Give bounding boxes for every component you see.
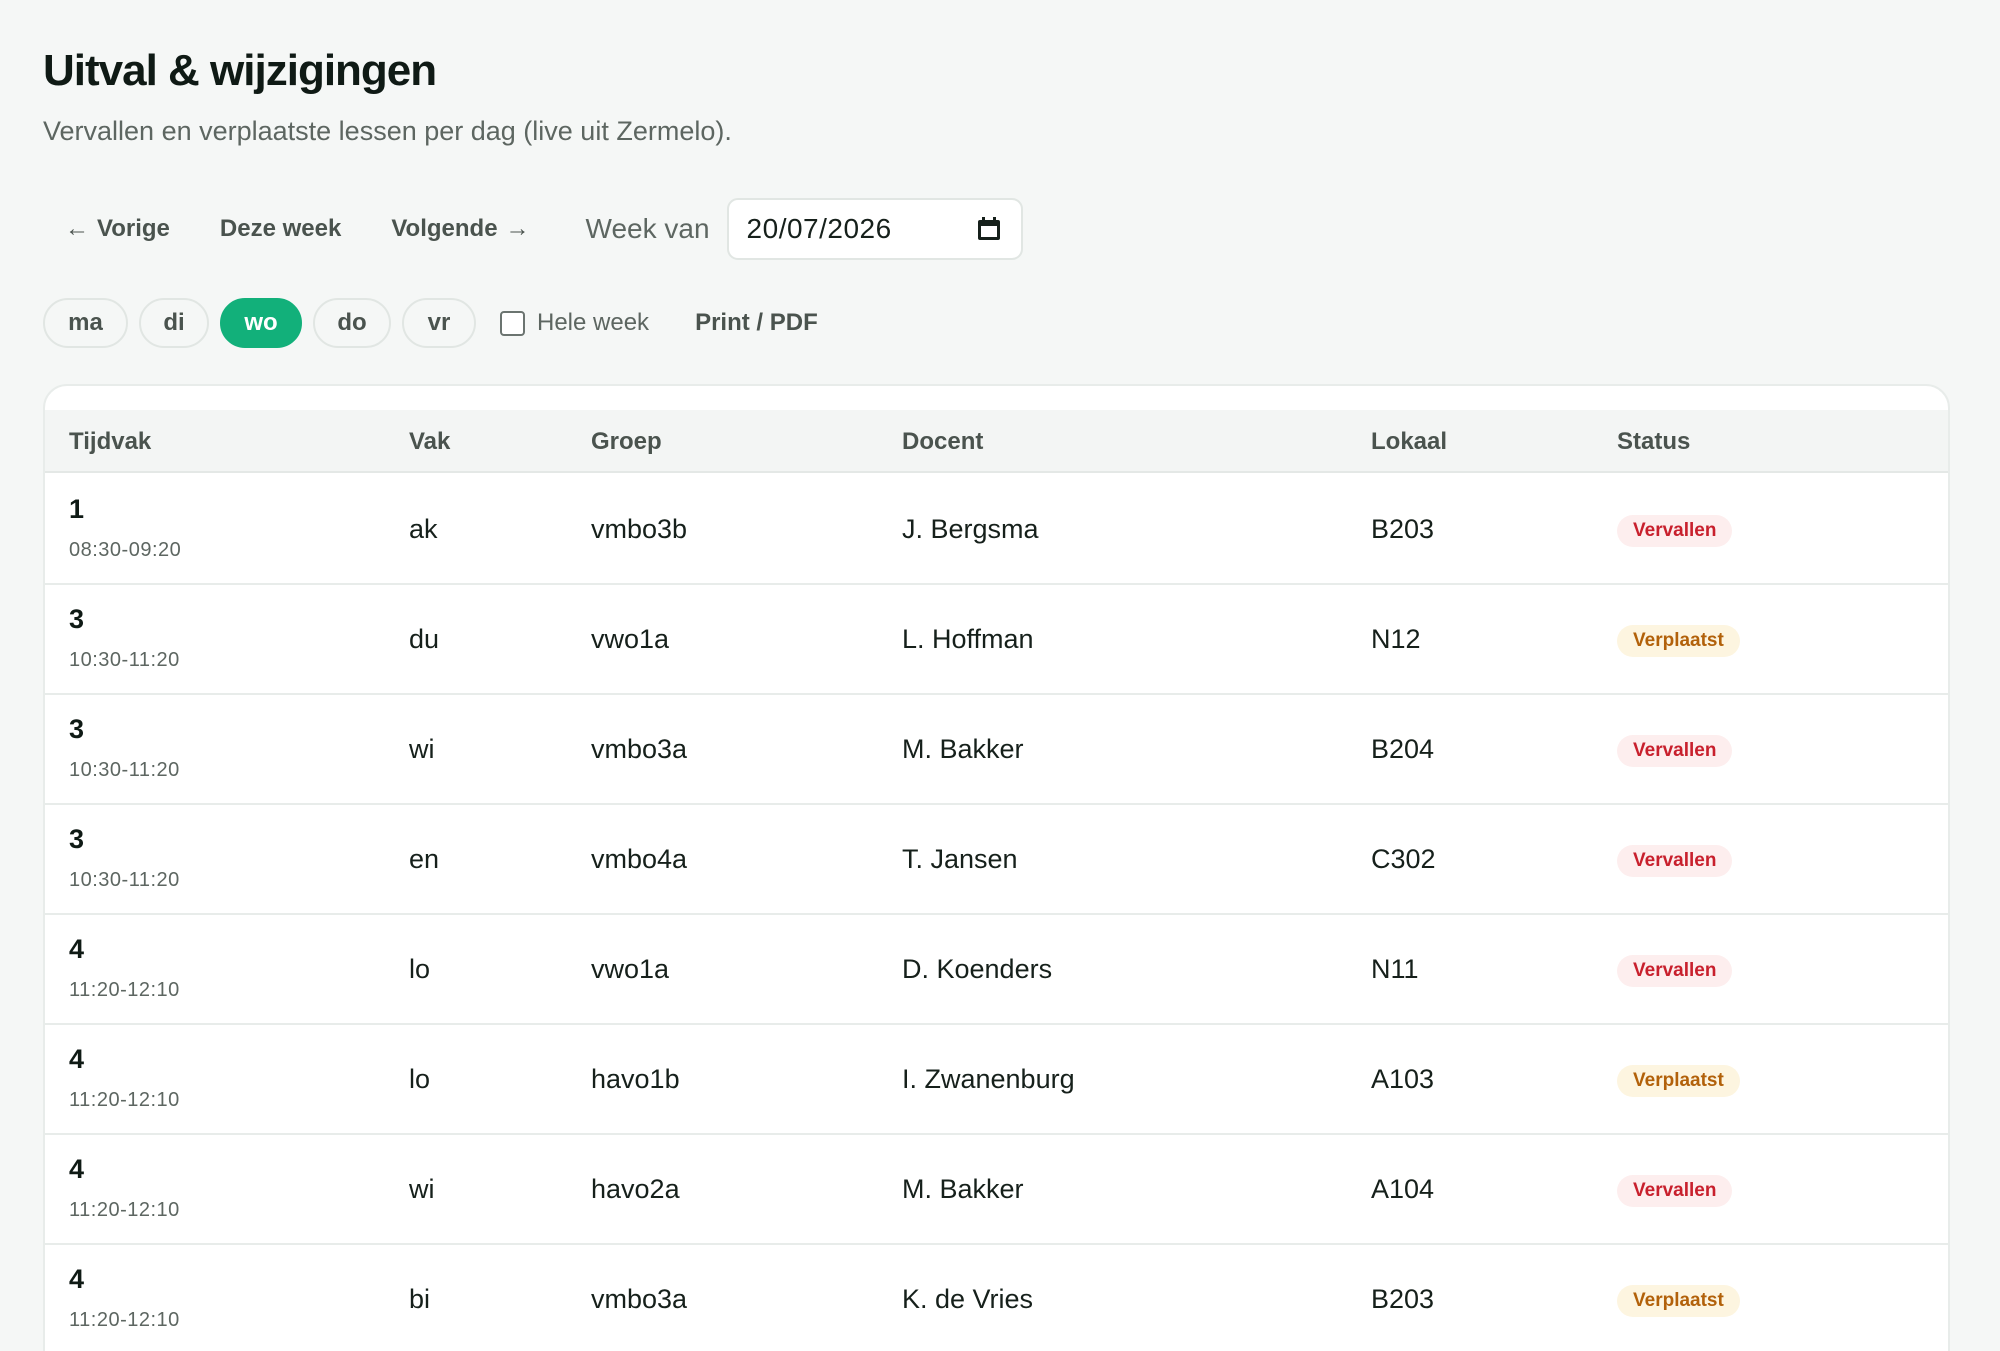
column-header-tijdvak: Tijdvak (69, 428, 152, 455)
table-row: 3 10:30-11:20 du vwo1a L. Hoffman N12 Verplaat… (45, 585, 1948, 695)
period-number: 1 (69, 494, 85, 524)
next-week-button[interactable]: Volgende → (366, 198, 554, 260)
status-badge: Vervallen (1617, 845, 1733, 877)
period-time: 11:20-12:10 (69, 979, 180, 1001)
column-header-groep: Groep (591, 428, 662, 455)
cell-vak: wi (409, 1174, 435, 1204)
cell-lokaal: N11 (1371, 954, 1419, 984)
changes-table: Tijdvak Vak Groep Docent Lokaal Status 1… (43, 384, 1950, 1351)
day-pill-di[interactable]: di (139, 298, 209, 348)
cell-lokaal: C302 (1371, 844, 1436, 874)
cell-docent: T. Jansen (902, 844, 1018, 874)
day-selector: ma di wo do vr Hele week Print / PDF (43, 298, 818, 348)
page-subtitle: Vervallen en verplaatste lessen per dag … (43, 116, 732, 146)
status-badge: Vervallen (1617, 955, 1733, 987)
cell-groep: havo1b (591, 1064, 680, 1094)
cell-docent: D. Koenders (902, 954, 1053, 984)
cell-vak: bi (409, 1284, 431, 1314)
cell-docent: K. de Vries (902, 1284, 1034, 1314)
period-time: 10:30-11:20 (69, 649, 180, 671)
day-pill-ma[interactable]: ma (43, 298, 128, 348)
cell-lokaal: B203 (1371, 514, 1435, 544)
table-row: 4 11:20-12:10 lo vwo1a D. Koenders N11 Vervall… (45, 915, 1948, 1025)
period-number: 3 (69, 824, 85, 854)
column-header-vak: Vak (409, 428, 451, 455)
cell-lokaal: B203 (1371, 1284, 1435, 1314)
period-number: 3 (69, 604, 85, 634)
status-badge: Vervallen (1617, 1175, 1733, 1207)
week-of-label: Week van (585, 213, 710, 244)
table-row: 1 08:30-09:20 ak vmbo3b J. Bergsma B203 Verval… (45, 475, 1948, 585)
cell-groep: vmbo4a (591, 844, 688, 874)
cell-vak: lo (409, 1064, 431, 1094)
status-badge: Vervallen (1617, 735, 1733, 767)
whole-week-label: Hele week (537, 309, 650, 336)
period-number: 4 (69, 1264, 85, 1294)
cell-vak: en (409, 844, 440, 874)
cell-docent: M. Bakker (902, 1174, 1024, 1204)
cell-groep: vmbo3a (591, 734, 688, 764)
status-badge: Vervallen (1617, 515, 1733, 547)
table-row: 3 10:30-11:20 wi vmbo3a M. Bakker B204 Vervall… (45, 695, 1948, 805)
table-row: 4 11:20-12:10 lo havo1b I. Zwanenburg A103 Ver… (45, 1025, 1948, 1135)
period-time: 08:30-09:20 (69, 539, 182, 561)
week-toolbar: ← Vorige Deze week Volgende → Week van 2… (43, 198, 1023, 260)
status-badge: Verplaatst (1617, 625, 1740, 657)
column-header-docent: Docent (902, 428, 984, 455)
previous-week-button[interactable]: ← Vorige (43, 198, 195, 260)
table-header: Tijdvak Vak Groep Docent Lokaal Status (45, 410, 1948, 473)
cell-vak: du (409, 624, 440, 654)
period-number: 3 (69, 714, 85, 744)
next-week-label: Volgende (391, 215, 498, 242)
week-date-value: 20/07/2026 (746, 213, 892, 244)
calendar-icon[interactable] (977, 217, 1001, 241)
status-badge: Verplaatst (1617, 1065, 1740, 1097)
cell-docent: I. Zwanenburg (902, 1064, 1075, 1094)
cell-groep: vmbo3a (591, 1284, 688, 1314)
cell-vak: lo (409, 954, 431, 984)
period-number: 4 (69, 1154, 85, 1184)
period-time: 11:20-12:10 (69, 1309, 180, 1331)
column-header-lokaal: Lokaal (1371, 428, 1448, 455)
period-time: 10:30-11:20 (69, 759, 180, 781)
table-row: 4 11:20-12:10 bi vmbo3a K. de Vries B203 Verpl… (45, 1245, 1948, 1351)
period-time: 11:20-12:10 (69, 1089, 180, 1111)
arrow-left-icon: ← (65, 215, 89, 242)
period-time: 11:20-12:10 (69, 1199, 180, 1221)
cell-vak: ak (409, 514, 438, 544)
page-title: Uitval & wijzigingen (43, 46, 437, 95)
cell-lokaal: N12 (1371, 624, 1421, 654)
cell-lokaal: A104 (1371, 1174, 1435, 1204)
cell-docent: J. Bergsma (902, 514, 1039, 544)
table-row: 4 11:20-12:10 wi havo2a M. Bakker A104 Vervall… (45, 1135, 1948, 1245)
period-number: 4 (69, 1044, 85, 1074)
cell-lokaal: A103 (1371, 1064, 1435, 1094)
whole-week-checkbox[interactable] (500, 310, 525, 336)
this-week-button[interactable]: Deze week (195, 198, 366, 260)
cell-groep: vmbo3b (591, 514, 688, 544)
cell-vak: wi (409, 734, 435, 764)
cell-docent: L. Hoffman (902, 624, 1034, 654)
cell-groep: vwo1a (591, 954, 670, 984)
cell-docent: M. Bakker (902, 734, 1024, 764)
column-header-status: Status (1617, 428, 1691, 455)
day-pill-vr[interactable]: vr (402, 298, 476, 348)
print-pdf-button[interactable]: Print / PDF (695, 309, 818, 336)
cell-groep: vwo1a (591, 624, 670, 654)
arrow-right-icon: → (505, 215, 530, 242)
week-date-input[interactable]: 20/07/2026 (726, 198, 1023, 260)
whole-week-toggle[interactable]: Hele week (500, 309, 649, 337)
day-pill-wo[interactable]: wo (220, 298, 302, 348)
period-time: 10:30-11:20 (69, 869, 180, 891)
status-badge: Verplaatst (1617, 1285, 1740, 1317)
day-pill-do[interactable]: do (313, 298, 391, 348)
cell-groep: havo2a (591, 1174, 680, 1204)
cell-lokaal: B204 (1371, 734, 1435, 764)
period-number: 4 (69, 934, 85, 964)
table-row: 3 10:30-11:20 en vmbo4a T. Jansen C302 Vervall… (45, 805, 1948, 915)
previous-week-label: Vorige (97, 215, 170, 242)
